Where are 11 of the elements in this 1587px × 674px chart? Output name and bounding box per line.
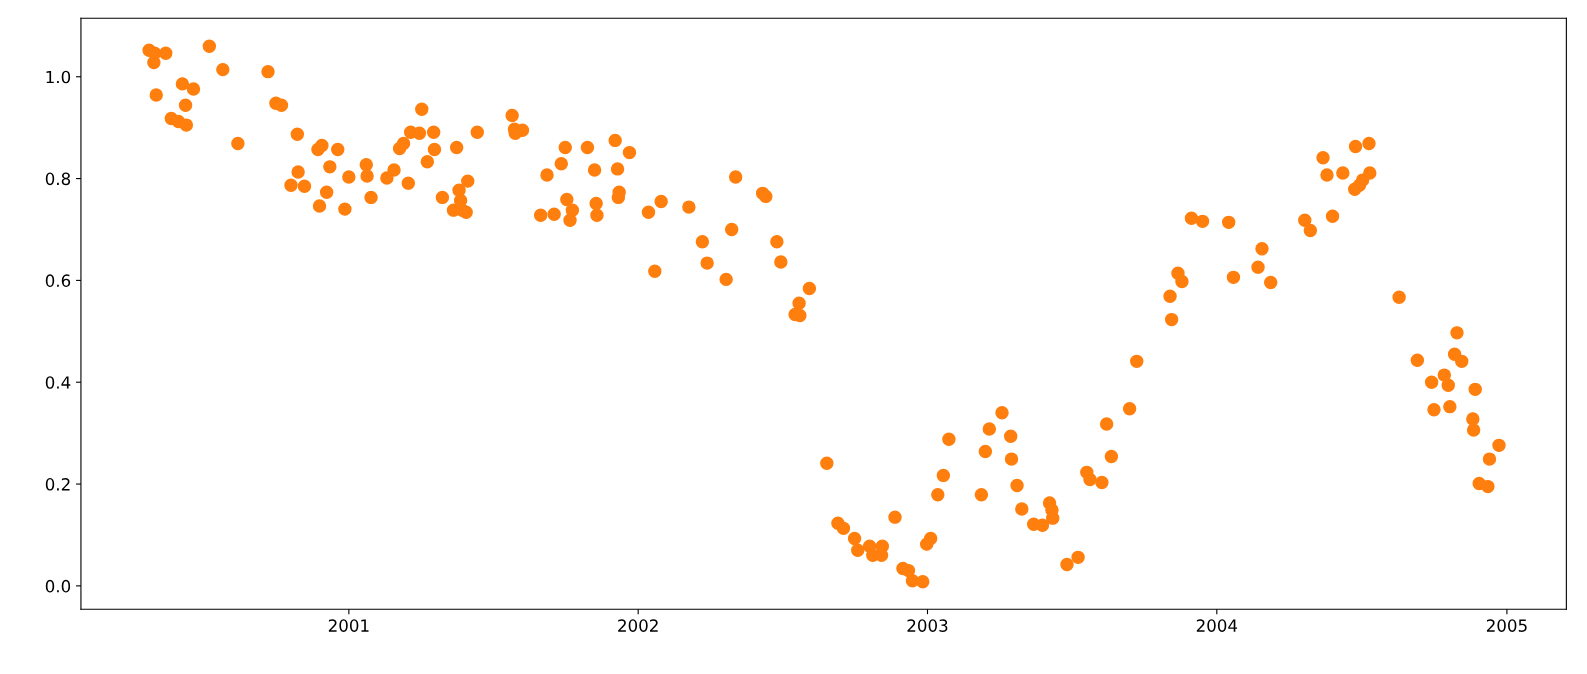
x-tick-label: 2004 — [1196, 619, 1238, 632]
x-tick-label: 2003 — [907, 619, 948, 632]
y-tick-label: 0.6 — [45, 274, 71, 287]
x-tick-label: 2002 — [618, 619, 658, 632]
y-tick-label: 1.0 — [46, 70, 71, 84]
y-tick-label: 0.0 — [45, 579, 71, 593]
x-tick-label: 2005 — [1486, 619, 1527, 632]
x-tick-label: 2001 — [328, 619, 369, 632]
y-tick-label: 0.2 — [45, 478, 70, 491]
y-tick-label: 0.4 — [45, 376, 71, 389]
y-tick-label: 0.8 — [45, 172, 71, 186]
